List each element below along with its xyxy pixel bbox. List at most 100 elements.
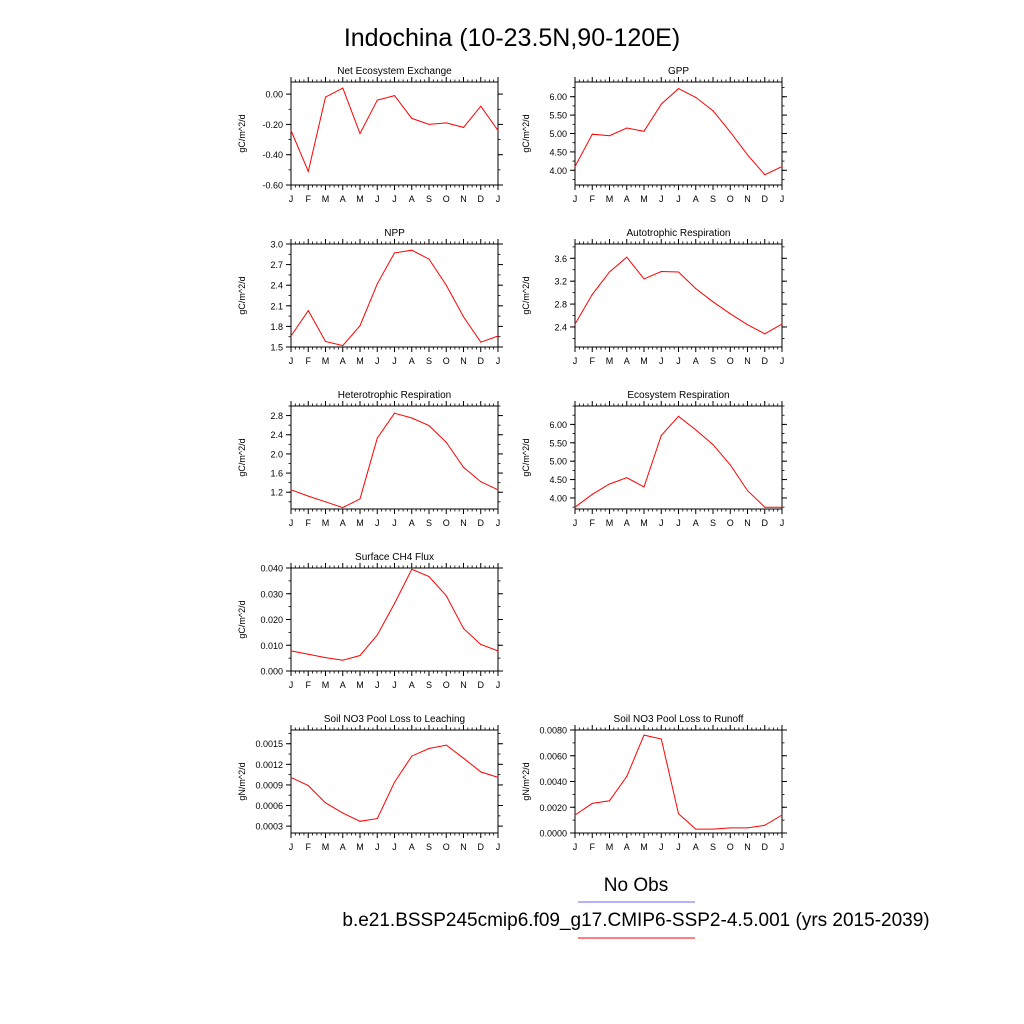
data-point [445, 284, 447, 286]
x-tick-label: J [375, 842, 380, 852]
legend: No Obs b.e21.BSSP245cmip6.f09_g17.CMIP6-… [342, 875, 930, 939]
y-tick-label: 0.0060 [539, 751, 567, 761]
data-point [480, 105, 482, 107]
data-point [643, 278, 645, 280]
x-tick-label: A [624, 842, 630, 852]
y-tick-label: 0.010 [260, 641, 283, 651]
data-point [764, 174, 766, 176]
data-point [307, 310, 309, 312]
panel-title: Net Ecosystem Exchange [337, 66, 452, 77]
y-tick-label: 0.0000 [539, 829, 567, 839]
y-axis-label: gC/m^2/d [521, 276, 531, 314]
series-line [290, 744, 499, 822]
x-tick-label: N [744, 518, 751, 528]
data-point [411, 249, 413, 251]
x-tick-label: J [676, 356, 681, 366]
data-point [678, 813, 679, 815]
data-point [678, 88, 679, 90]
data-point [660, 738, 662, 740]
x-tick-label: M [606, 518, 614, 528]
x-tick-label: D [762, 518, 769, 528]
data-point [781, 166, 783, 168]
data-point [747, 827, 748, 829]
x-tick-label: S [710, 842, 716, 852]
x-tick-label: A [693, 518, 699, 528]
data-point [359, 655, 361, 657]
x-tick-label: J [573, 194, 578, 204]
y-tick-label: 0.0006 [255, 801, 283, 811]
data-point [428, 123, 430, 125]
x-tick-label: F [590, 356, 596, 366]
x-tick-label: M [606, 194, 614, 204]
panel-title: Soil NO3 Pool Loss to Leaching [324, 714, 465, 725]
data-point [712, 828, 714, 830]
data-point [376, 437, 378, 439]
x-tick-label: F [590, 518, 596, 528]
y-axis-label: gC/m^2/d [521, 438, 531, 476]
y-tick-label: 2.7 [270, 260, 283, 270]
y-tick-label: -0.60 [262, 181, 283, 191]
x-tick-label: A [340, 518, 346, 528]
x-tick-label: N [460, 356, 467, 366]
x-tick-label: J [780, 518, 785, 528]
panel-soil-no3-pool-loss-to-leaching: J F M A M J J A S O N D J0.00030.00060.00090.00120.0… [237, 714, 503, 852]
data-point [307, 170, 309, 172]
x-tick-label: O [727, 194, 734, 204]
series-line [574, 415, 782, 508]
series-line [290, 568, 499, 661]
y-tick-label: 2.1 [270, 301, 283, 311]
x-tick-label: A [624, 518, 630, 528]
data-point [660, 434, 662, 436]
x-tick-label: F [306, 194, 312, 204]
x-tick-label: A [624, 194, 630, 204]
data-point [376, 283, 378, 285]
x-tick-label: A [409, 194, 415, 204]
y-tick-label: 4.00 [549, 166, 567, 176]
panel-surface-ch4-flux: J F M A M J J A S O N D J0.0000.0100.0200.0300.040Su… [237, 552, 503, 690]
data-point [290, 650, 292, 652]
panel-npp: J F M A M J J A S O N D J1.51.82.12.42.73.0NPPgC/m^2… [237, 228, 503, 366]
data-point [463, 316, 464, 318]
x-tick-label: D [478, 842, 485, 852]
x-tick-label: D [762, 356, 769, 366]
y-tick-label: 1.5 [270, 343, 283, 353]
data-point [695, 288, 697, 290]
y-tick-label: 1.2 [270, 488, 283, 498]
panel-title: Autotrophic Respiration [627, 228, 731, 239]
data-point [342, 812, 344, 814]
x-tick-label: M [640, 842, 648, 852]
plot-frame [574, 81, 783, 186]
x-tick-label: M [356, 518, 364, 528]
y-tick-label: 0.0020 [539, 803, 567, 813]
x-tick-label: J [573, 842, 578, 852]
x-tick-label: J [496, 194, 501, 204]
data-point [325, 802, 326, 804]
legend-model-label: b.e21.BSSP245cmip6.f09_g17.CMIP6-SSP2-4.… [342, 910, 929, 931]
data-point [290, 129, 292, 131]
y-tick-label: 0.00 [265, 90, 283, 100]
x-tick-label: J [392, 194, 397, 204]
x-tick-label: M [322, 356, 330, 366]
data-point [463, 126, 464, 128]
x-tick-label: A [340, 680, 346, 690]
x-tick-label: O [727, 842, 734, 852]
x-tick-label: J [659, 842, 664, 852]
y-tick-label: 1.8 [270, 322, 283, 332]
y-axis-label: gC/m^2/d [237, 114, 247, 152]
x-tick-label: J [392, 842, 397, 852]
y-tick-label: 4.50 [549, 475, 567, 485]
data-point [764, 824, 766, 826]
y-tick-label: 6.00 [549, 92, 567, 102]
x-tick-label: D [478, 194, 485, 204]
x-tick-label: J [676, 518, 681, 528]
y-tick-label: 0.020 [260, 615, 283, 625]
plot-frame [290, 243, 499, 348]
x-tick-label: J [289, 356, 294, 366]
data-point [307, 495, 309, 497]
x-tick-label: M [606, 356, 614, 366]
y-tick-label: 4.00 [549, 493, 567, 503]
x-tick-label: O [727, 518, 734, 528]
x-tick-label: A [340, 842, 346, 852]
x-tick-label: A [409, 356, 415, 366]
